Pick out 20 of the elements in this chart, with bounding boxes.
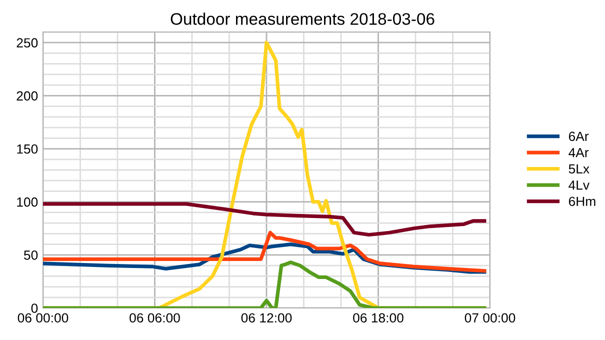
legend-label: 4Lv (568, 180, 590, 190)
legend-label: 5Lx (568, 164, 590, 174)
y-tick-label: 100 (17, 197, 38, 207)
x-tick-label: 06 06:00 (130, 313, 180, 323)
y-tick-label: 0 (31, 304, 38, 313)
x-tick-label: 06 12:00 (241, 313, 292, 323)
y-tick-label: 250 (16, 38, 38, 48)
chart-title: Outdoor measurements 2018-03-06 (170, 12, 434, 25)
x-tick-label: 07 00:00 (464, 313, 516, 323)
legend-label: 4Ar (568, 148, 589, 158)
y-tick-label: 50 (24, 250, 38, 260)
line-series (43, 202, 486, 237)
legend-label: 6Ar (568, 132, 589, 142)
y-tick-label: 150 (17, 144, 38, 154)
line-series (43, 260, 486, 308)
y-tick-label: 200 (16, 91, 38, 101)
line-series (43, 230, 486, 273)
x-tick-label: 06 18:00 (353, 313, 404, 323)
x-tick-label: 06 00:00 (18, 313, 68, 323)
legend-label: 6Hm (568, 196, 596, 206)
